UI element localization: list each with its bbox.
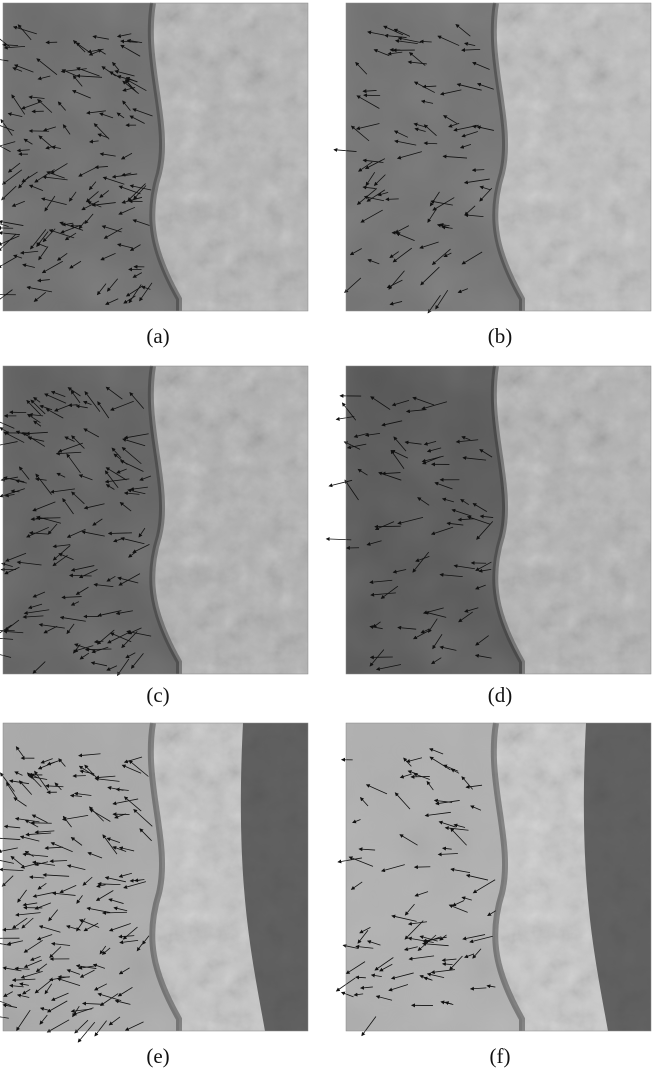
panel-label: (a)	[146, 324, 169, 348]
satellite-image	[0, 3, 308, 311]
panel-label: (c)	[146, 683, 169, 707]
panel-label: (d)	[488, 683, 513, 707]
satellite-image	[337, 723, 652, 1036]
panel-label: (f)	[490, 1044, 511, 1068]
satellite-image	[0, 723, 308, 1042]
satellite-image	[327, 366, 652, 674]
satellite-image	[334, 3, 651, 313]
panel-label: (b)	[488, 324, 513, 348]
vector-arrow	[37, 518, 61, 519]
vector-arrow	[386, 199, 399, 200]
figure: (a) (b) (c) (d) (e) (f)	[0, 0, 653, 1076]
vector-arrow	[375, 526, 401, 527]
panel-label: (e)	[146, 1044, 169, 1068]
satellite-image	[0, 366, 308, 675]
vector-arrow	[70, 575, 92, 576]
